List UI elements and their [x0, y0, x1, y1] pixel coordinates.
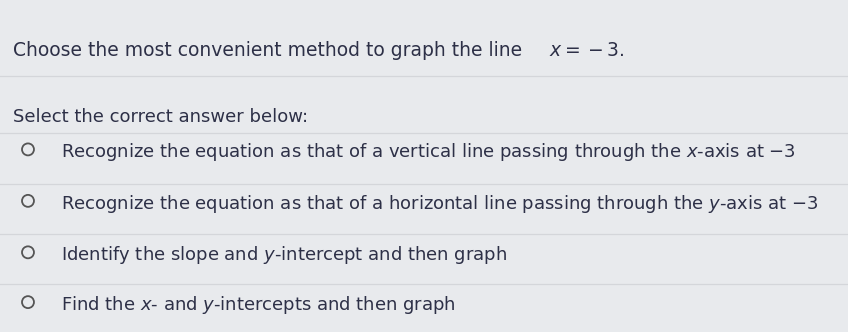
Text: Identify the slope and $y$-intercept and then graph: Identify the slope and $y$-intercept and… [61, 244, 507, 266]
Text: $x = -3$.: $x = -3$. [549, 42, 624, 60]
Text: Select the correct answer below:: Select the correct answer below: [13, 108, 308, 126]
Text: Find the $x$- and $y$-intercepts and then graph: Find the $x$- and $y$-intercepts and the… [61, 294, 455, 316]
Text: Recognize the equation as that of a horizontal line passing through the $y$-axis: Recognize the equation as that of a hori… [61, 193, 818, 214]
Text: Recognize the equation as that of a vertical line passing through the $x$-axis a: Recognize the equation as that of a vert… [61, 141, 796, 163]
Text: Choose the most convenient method to graph the line: Choose the most convenient method to gra… [13, 42, 527, 60]
